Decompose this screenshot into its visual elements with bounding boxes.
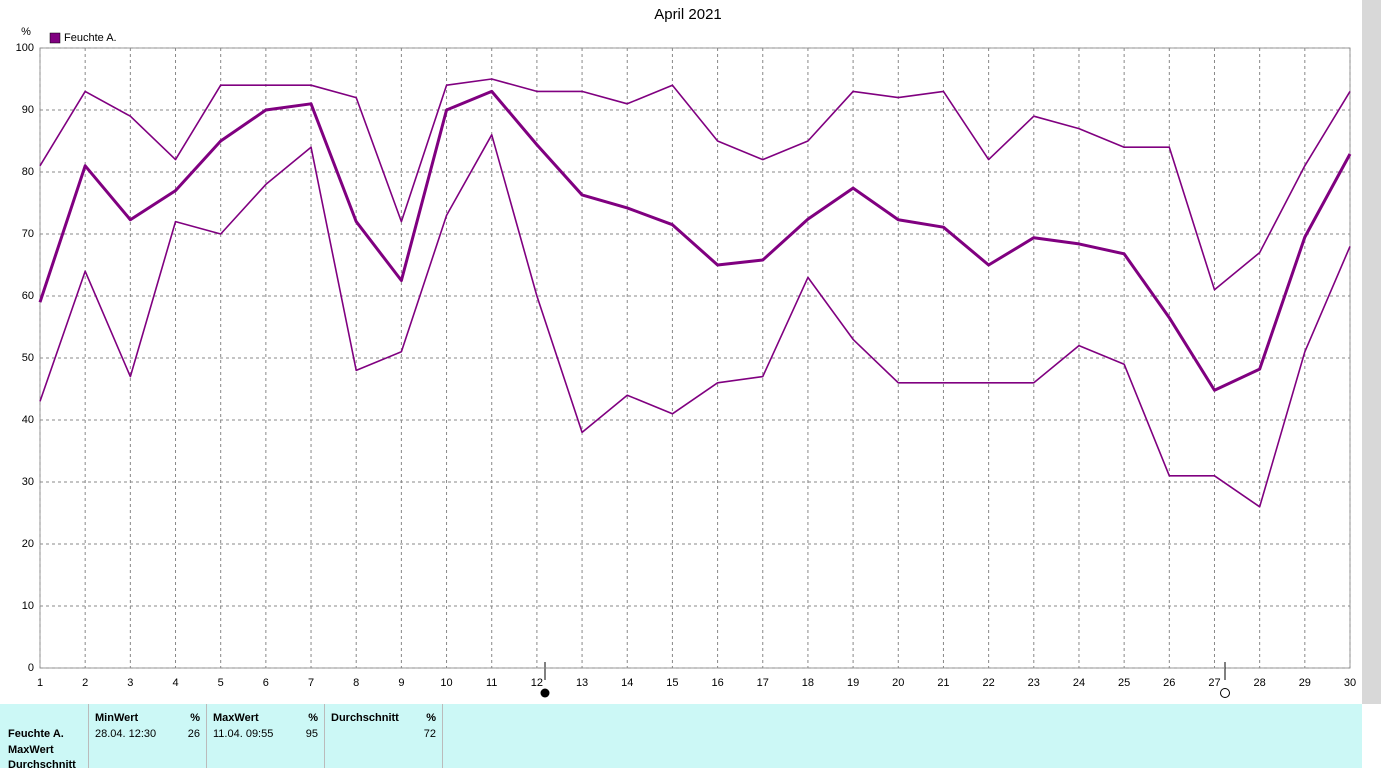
x-tick-label: 17	[757, 677, 769, 689]
x-tick-label: 9	[398, 677, 404, 689]
x-tick-label: 7	[308, 677, 314, 689]
x-tick-label: 22	[982, 677, 994, 689]
x-tick-label: 4	[172, 677, 178, 689]
x-tick-label: 25	[1118, 677, 1130, 689]
col-value: 26	[187, 728, 200, 740]
x-tick-label: 27	[1208, 677, 1220, 689]
x-tick-label: 1	[37, 677, 43, 689]
y-tick-label: 20	[22, 538, 34, 550]
x-tick-label: 5	[218, 677, 224, 689]
x-tick-label: 16	[711, 677, 723, 689]
x-tick-label: 14	[621, 677, 633, 689]
data-line	[39, 78, 1351, 291]
col-unit: %	[426, 712, 436, 724]
stat-column: MinWert % 28.04. 12:30 26	[88, 704, 206, 768]
x-tick-label: 10	[440, 677, 452, 689]
col-value: 95	[305, 728, 318, 740]
row-label: Durchschnitt	[8, 759, 76, 771]
col-header: MaxWert	[213, 712, 259, 724]
x-tick-label: 19	[847, 677, 859, 689]
x-tick-label: 23	[1028, 677, 1040, 689]
x-tick-label: 26	[1163, 677, 1175, 689]
x-tick-label: 29	[1299, 677, 1311, 689]
x-tick-label: 28	[1254, 677, 1266, 689]
legend-swatch	[49, 32, 61, 44]
x-tick-label: 12	[531, 677, 543, 689]
x-tick-label: 21	[937, 677, 949, 689]
x-tick-label: 3	[127, 677, 133, 689]
x-tick-label: 18	[802, 677, 814, 689]
full-moon	[540, 688, 550, 698]
chart-title: April 2021	[654, 6, 722, 23]
stats-panel: Feuchte A. MaxWert Durchschnitt MinWert …	[0, 704, 1362, 771]
x-tick-label: 20	[892, 677, 904, 689]
y-tick-label: 40	[22, 414, 34, 426]
row-label: MaxWert	[8, 744, 54, 756]
col-unit: %	[308, 712, 318, 724]
x-tick-label: 30	[1344, 677, 1356, 689]
x-tick-label: 15	[666, 677, 678, 689]
y-tick-label: 90	[22, 104, 34, 116]
col-time: 11.04. 09:55	[213, 728, 274, 740]
stat-column: MaxWert % 11.04. 09:55 95	[206, 704, 324, 768]
x-tick-label: 6	[263, 677, 269, 689]
row-label: Feuchte A.	[8, 728, 64, 740]
y-unit: %	[21, 26, 31, 38]
y-tick-label: 30	[22, 476, 34, 488]
new-moon	[1220, 688, 1230, 698]
x-tick-label: 11	[486, 677, 497, 689]
col-header: Durchschnitt	[331, 712, 399, 724]
x-tick-label: 8	[353, 677, 359, 689]
x-tick-label: 24	[1073, 677, 1085, 689]
stat-column: Durchschnitt % 72	[324, 704, 443, 768]
y-tick-label: 70	[22, 228, 34, 240]
col-header: MinWert	[95, 712, 139, 724]
y-tick-label: 0	[28, 662, 34, 674]
y-tick-label: 80	[22, 166, 34, 178]
x-tick-label: 2	[82, 677, 88, 689]
data-line	[38, 89, 1352, 392]
col-unit: %	[190, 712, 200, 724]
window-edge	[1362, 0, 1381, 704]
y-tick-label: 10	[22, 600, 34, 612]
col-value: 72	[423, 728, 436, 740]
y-tick-label: 100	[16, 42, 34, 54]
y-tick-label: 50	[22, 352, 34, 364]
y-tick-label: 60	[22, 290, 34, 302]
legend-label: Feuchte A.	[64, 32, 117, 44]
data-line	[39, 134, 1351, 508]
col-time: 28.04. 12:30	[95, 728, 157, 740]
x-tick-label: 13	[576, 677, 588, 689]
